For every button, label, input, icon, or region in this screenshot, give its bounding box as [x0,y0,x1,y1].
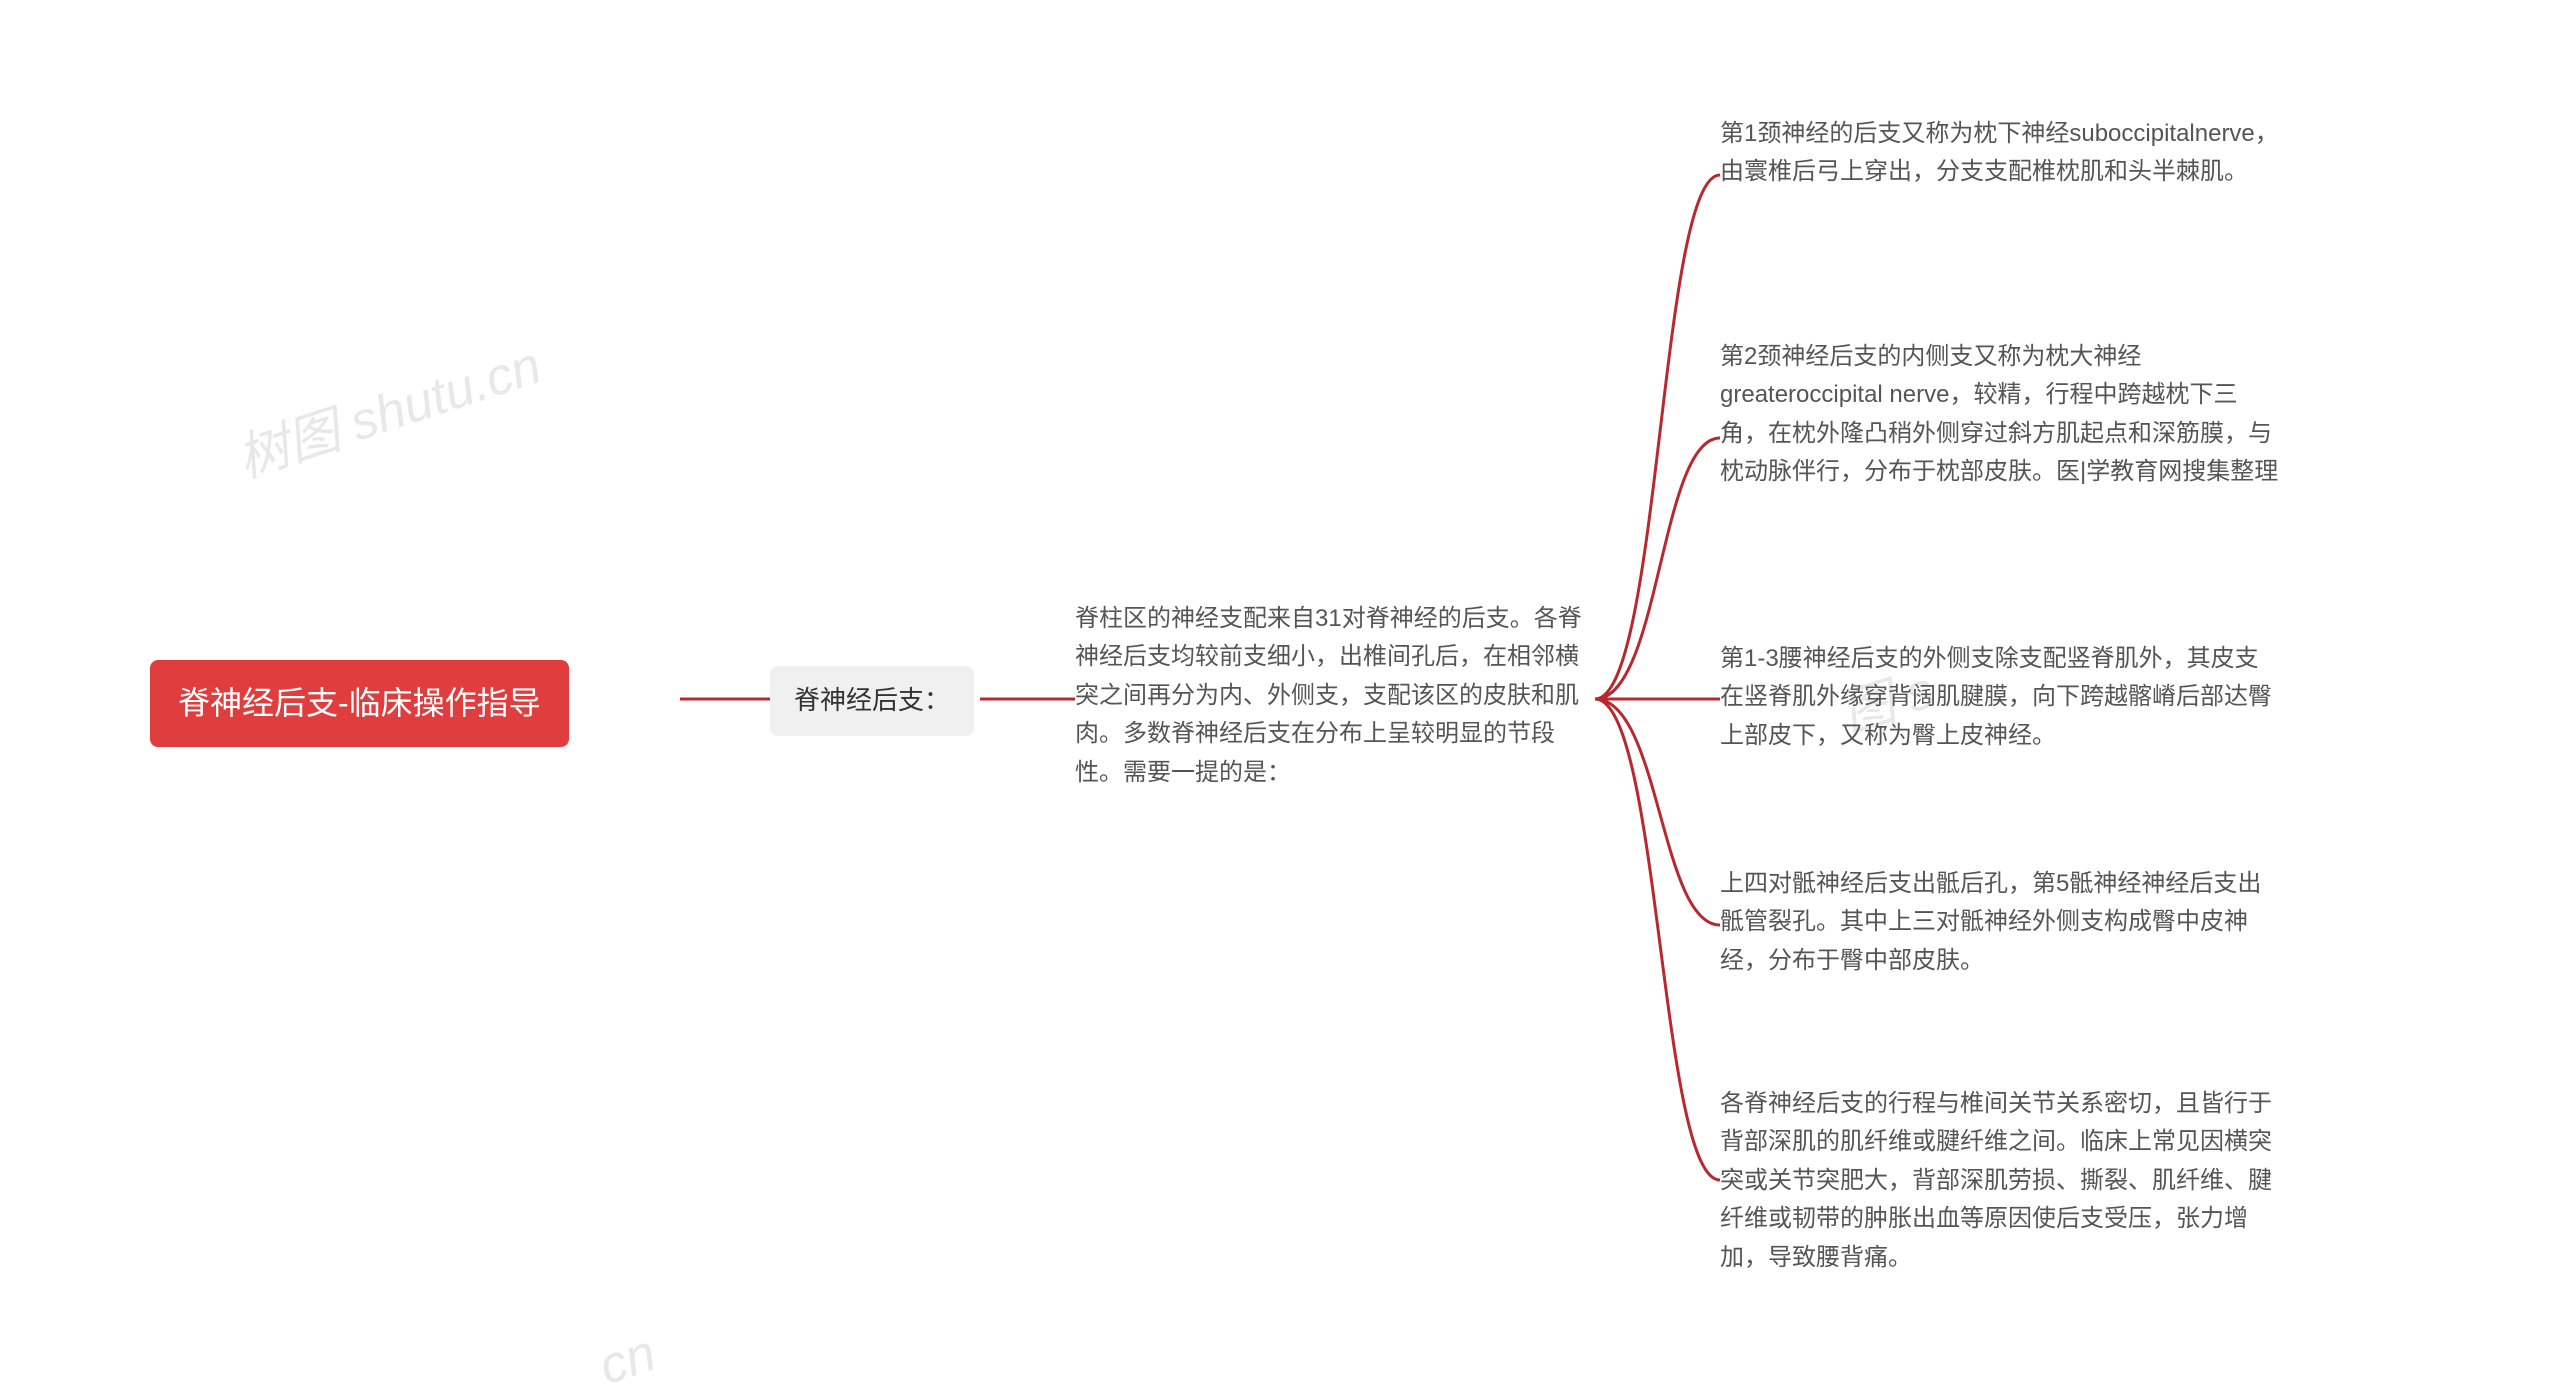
mindmap-container: 树图 shutu.cn 图 s cn 脊神经后支-临床操作指导 脊神经后支： 脊… [0,0,2560,1379]
level3-item-2: 第1-3腰神经后支的外侧支除支配竖脊肌外，其皮支在竖脊肌外缘穿背阔肌腱膜，向下跨… [1720,640,2280,755]
level3-item-3: 上四对骶神经后支出骶后孔，第5骶神经神经后支出骶管裂孔。其中上三对骶神经外侧支构… [1720,865,2280,980]
level2-node: 脊柱区的神经支配来自31对脊神经的后支。各脊神经后支均较前支细小，出椎间孔后，在… [1075,600,1595,792]
level1-node: 脊神经后支： [770,666,974,736]
connector-l2-item0 [1595,175,1720,699]
connector-l2-item4 [1595,699,1720,1180]
level3-item-0: 第1颈神经的后支又称为枕下神经suboccipitalnerve，由寰椎后弓上穿… [1720,115,2280,192]
watermark-3: cn [592,1323,663,1397]
watermark-1: 树图 shutu.cn [226,323,549,492]
level3-item-4: 各脊神经后支的行程与椎间关节关系密切，且皆行于背部深肌的肌纤维或腱纤维之间。临床… [1720,1085,2280,1277]
level3-item-1: 第2颈神经后支的内侧支又称为枕大神经greateroccipital nerve… [1720,338,2280,492]
connector-l2-item3 [1595,699,1720,925]
root-node: 脊神经后支-临床操作指导 [150,660,569,747]
connector-l2-item1 [1595,438,1720,699]
